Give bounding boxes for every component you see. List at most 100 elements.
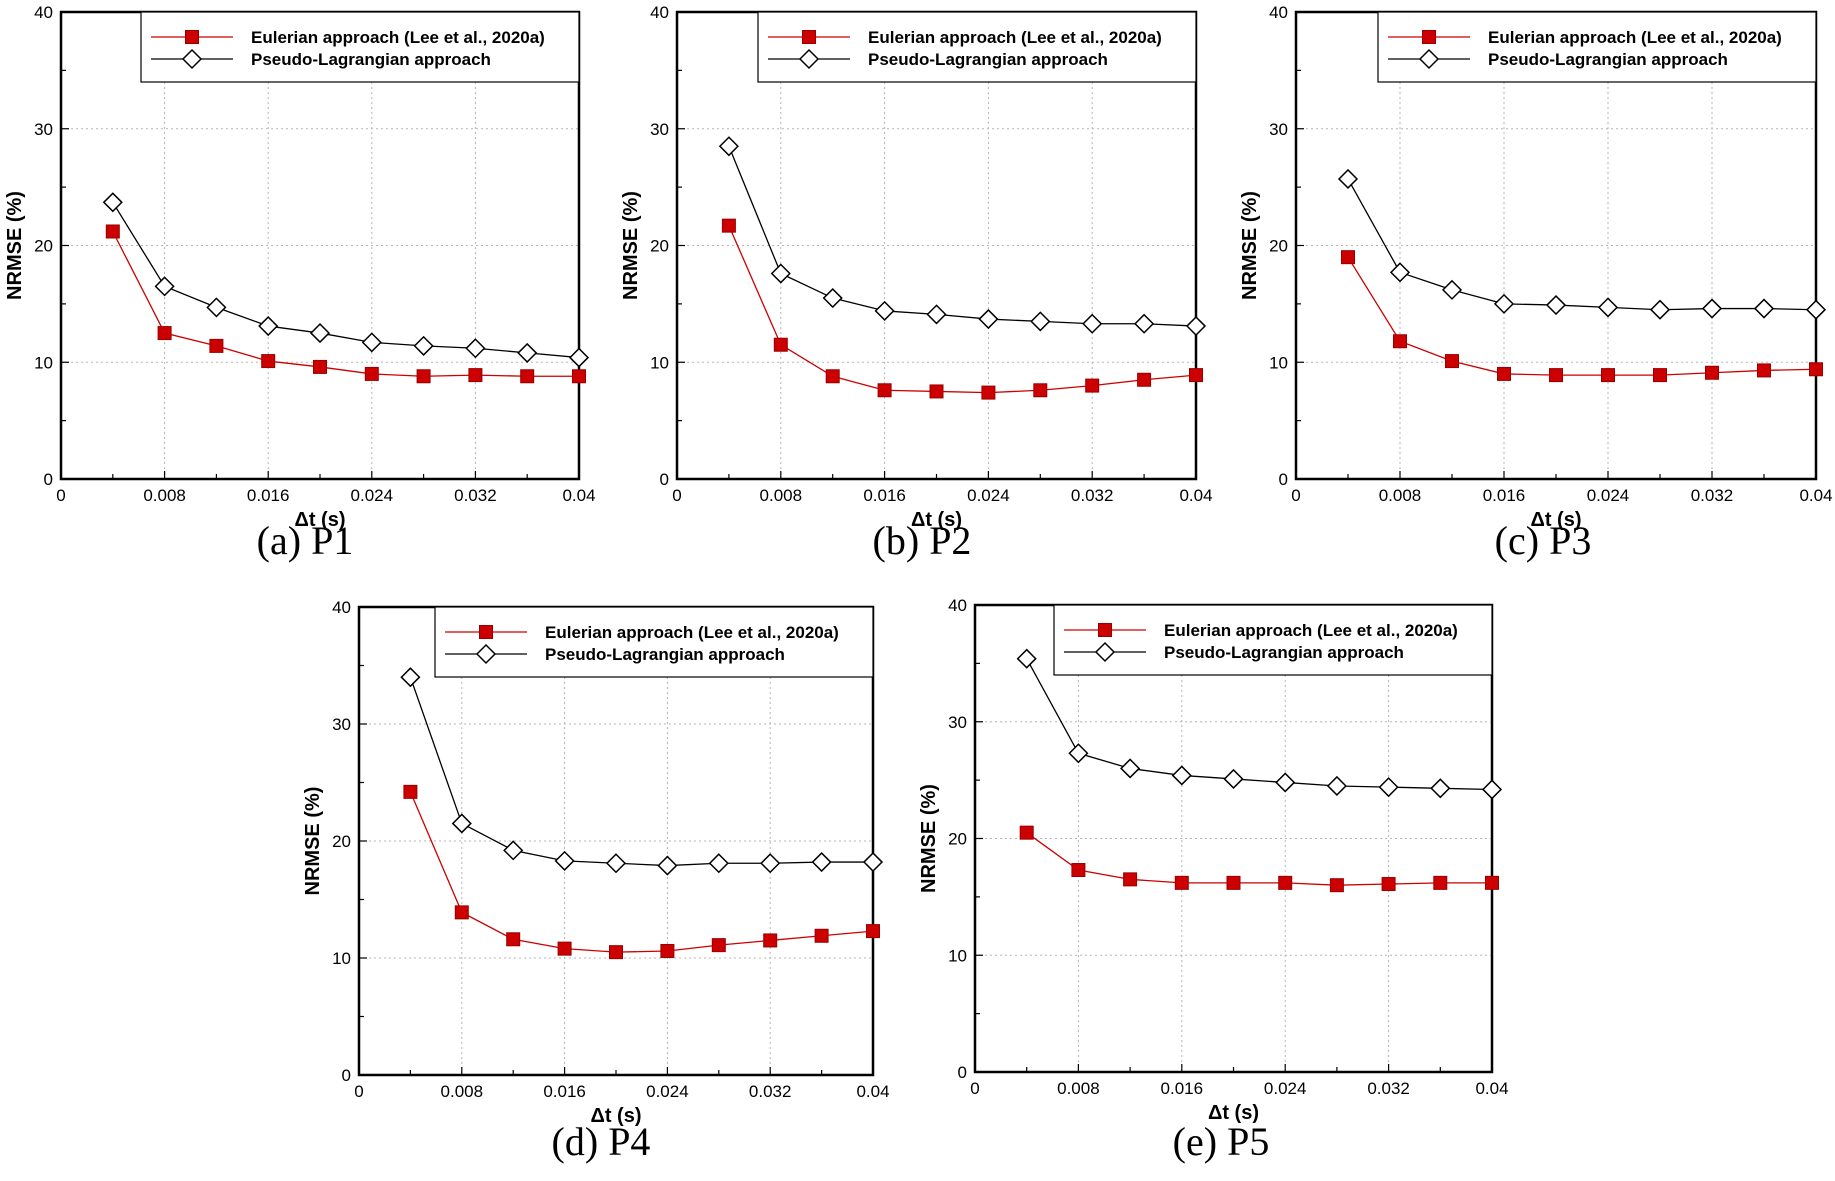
y-tick-label: 20 [948, 830, 967, 849]
series-line [728, 225, 1197, 394]
legend: Eulerian approach (Lee et al., 2020a) Pse… [1377, 11, 1817, 83]
y-tick-label: 0 [660, 470, 669, 489]
y-tick-label: 30 [1269, 120, 1288, 139]
y-axis-title: NRMSE (%) [620, 191, 642, 300]
legend-marker-square [1098, 623, 1112, 637]
data-point-square [1549, 368, 1563, 383]
data-point-square [721, 218, 736, 233]
data-point-diamond [1134, 313, 1155, 334]
data-point-square [1019, 825, 1034, 840]
legend-box [1377, 11, 1817, 83]
x-tick-label: 0.024 [1587, 486, 1630, 505]
data-point-diamond [1481, 779, 1503, 800]
data-point-square [929, 384, 944, 399]
y-tick-label: 20 [34, 237, 53, 256]
data-point-diamond [361, 332, 382, 353]
data-point-diamond [822, 287, 843, 309]
data-point-diamond [1805, 299, 1827, 320]
data-point-diamond [1275, 772, 1296, 793]
y-axis-title: NRMSE (%) [4, 191, 26, 300]
data-point-square [711, 938, 726, 953]
data-point-square [1381, 877, 1396, 892]
series-line [1347, 256, 1817, 376]
data-point-square [660, 943, 675, 958]
legend: Eulerian approach (Lee et al., 2020a) Pse… [1053, 604, 1493, 676]
series-line [409, 676, 873, 867]
data-point-square [105, 224, 120, 239]
data-point-diamond [718, 136, 739, 157]
data-point-diamond [102, 192, 123, 213]
chart-panel: 0 0.008 0.016 0.024 0.032 0.04 0 10 20 30 40 Δt (s)… [918, 596, 1509, 1164]
data-point-square [773, 337, 788, 352]
data-point-diamond [708, 853, 729, 874]
x-tick-label: 0 [672, 486, 681, 505]
y-axis-title: NRMSE (%) [918, 784, 940, 893]
y-tick-label: 30 [34, 120, 53, 139]
data-point-square [209, 338, 224, 353]
x-tick-label: 0.016 [1483, 486, 1526, 505]
data-point-diamond [1171, 765, 1192, 786]
data-point-diamond [1030, 311, 1051, 332]
x-tick-label: 0.024 [646, 1082, 689, 1101]
x-tick-label: 0.04 [1475, 1079, 1508, 1098]
legend-box [434, 606, 874, 678]
x-tick-label: 0 [1291, 486, 1300, 505]
y-tick-label: 40 [948, 596, 967, 615]
y-axis-title: NRMSE (%) [302, 787, 324, 896]
data-point-diamond [1389, 262, 1411, 283]
y-tick-label: 10 [332, 949, 351, 968]
legend-marker-diamond [475, 643, 497, 665]
series-line [728, 146, 1197, 327]
y-tick-label: 20 [1269, 237, 1288, 256]
data-point-square [1174, 875, 1189, 890]
data-point-square [1757, 363, 1771, 378]
y-tick-label: 20 [650, 237, 669, 256]
data-point-square [1485, 875, 1499, 890]
x-tick-label: 0.032 [1367, 1079, 1410, 1098]
data-point-square [866, 924, 880, 939]
data-point-square [520, 369, 535, 384]
legend-marker-diamond [1094, 641, 1116, 663]
data-point-diamond [1753, 298, 1775, 319]
data-point-diamond [1326, 775, 1347, 797]
data-point-diamond [760, 853, 781, 874]
y-tick-label: 10 [948, 946, 967, 965]
data-point-square [814, 928, 829, 943]
data-point-square [313, 359, 327, 374]
x-axis-title: Δt (s) [1208, 1102, 1259, 1124]
data-point-diamond [657, 855, 678, 876]
legend-label: Pseudo-Lagrangian approach [251, 50, 491, 69]
data-point-square [403, 784, 418, 799]
legend-marker-square [802, 30, 816, 44]
data-point-diamond [1082, 313, 1103, 334]
data-point-diamond [1378, 777, 1399, 798]
chart-panel: 0 0.008 0.016 0.024 0.032 0.04 0 10 20 30 40 Δt (s)… [1239, 3, 1833, 563]
y-tick-label: 0 [342, 1066, 351, 1085]
data-point-square [1278, 875, 1293, 890]
x-tick-label: 0.032 [1691, 486, 1734, 505]
data-point-square [557, 941, 572, 956]
panel-caption: (e) P5 [1173, 1119, 1270, 1164]
x-tick-label: 0.04 [562, 486, 595, 505]
legend: Eulerian approach (Lee et al., 2020a) Pse… [140, 11, 580, 83]
legend-marker-diamond [1418, 48, 1440, 70]
data-point-diamond [503, 840, 524, 861]
data-point-diamond [1068, 743, 1089, 764]
data-point-square [1433, 875, 1448, 890]
data-point-diamond [554, 850, 575, 871]
data-point-diamond [811, 851, 832, 873]
data-point-square [1189, 368, 1203, 383]
y-tick-label: 10 [650, 353, 669, 372]
data-point-square [454, 905, 469, 920]
legend: Eulerian approach (Lee et al., 2020a) Pse… [757, 11, 1197, 83]
y-tick-label: 0 [1279, 470, 1288, 489]
data-point-square [1329, 878, 1344, 893]
data-point-diamond [206, 297, 227, 318]
x-tick-label: 0.016 [1161, 1079, 1204, 1098]
y-tick-label: 40 [34, 3, 53, 22]
data-point-diamond [1223, 768, 1244, 790]
x-tick-label: 0.016 [863, 486, 906, 505]
data-point-square [1809, 362, 1823, 377]
y-tick-label: 30 [650, 120, 669, 139]
data-point-diamond [1597, 297, 1619, 318]
